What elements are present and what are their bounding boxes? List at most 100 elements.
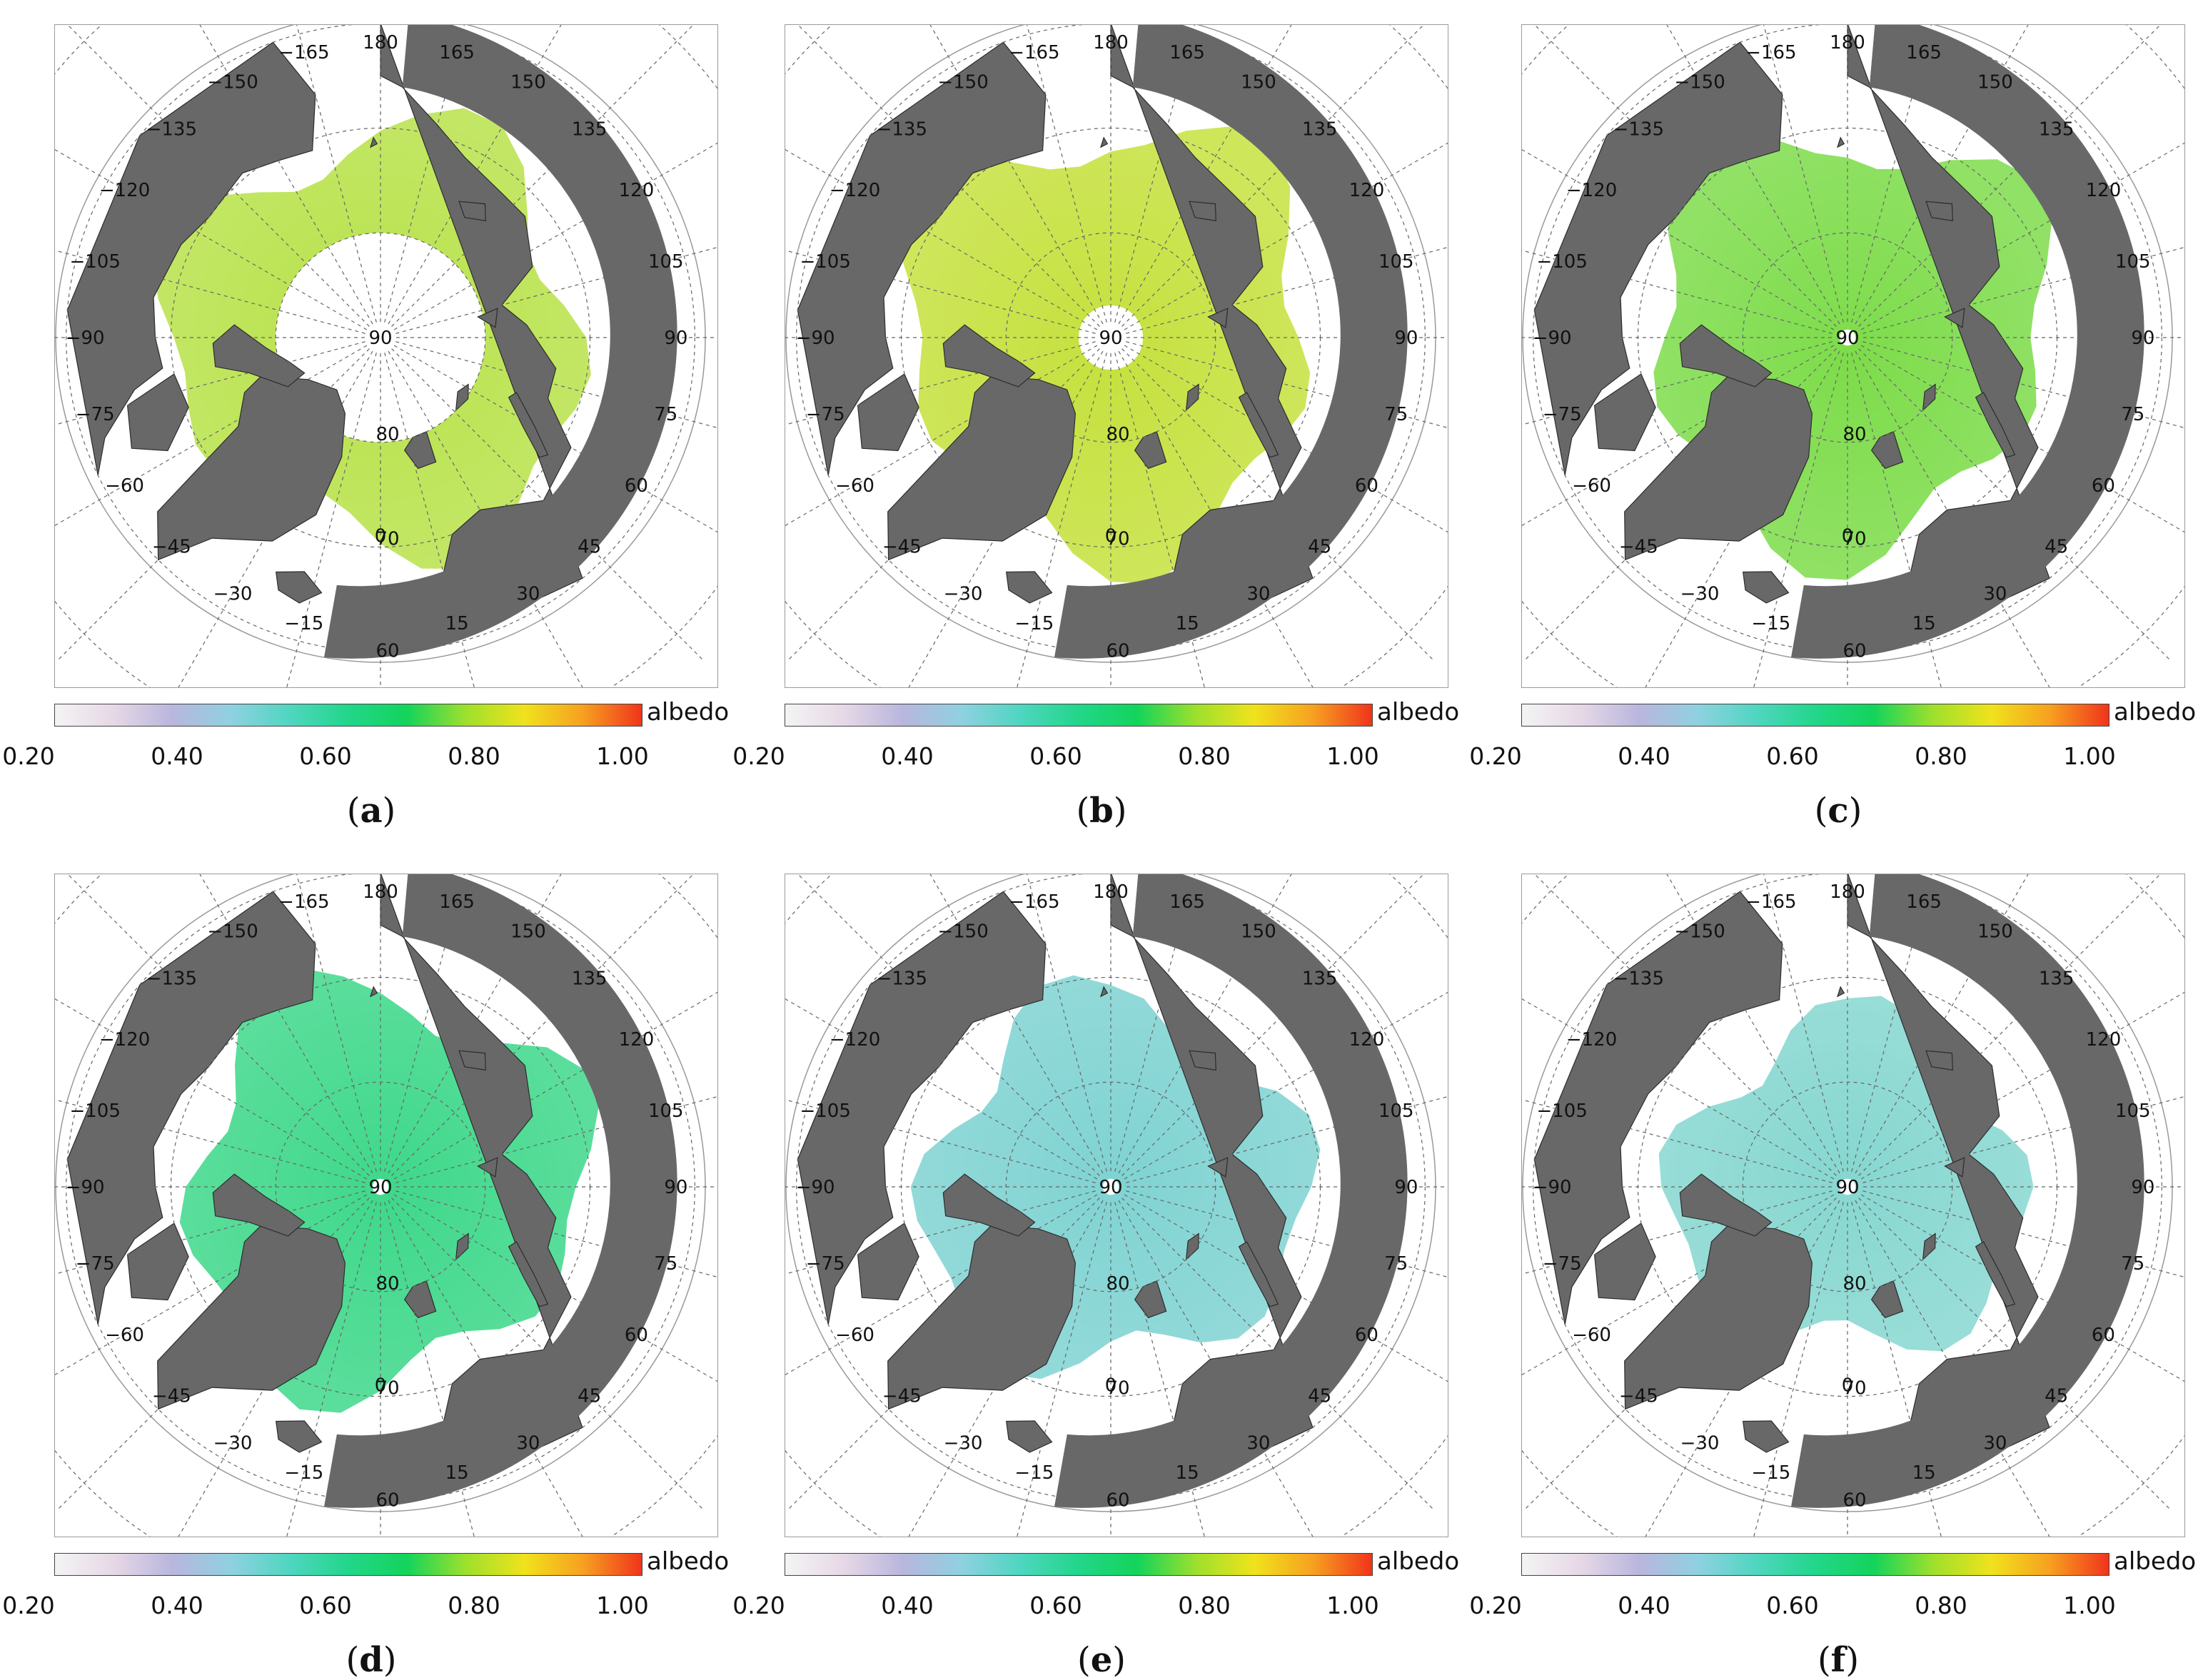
colorbar: [1521, 1553, 2109, 1576]
colorbar: [54, 1553, 642, 1576]
land-mass: [1006, 571, 1053, 604]
meridian-line: [1860, 142, 2184, 330]
meridian-line: [67, 25, 370, 327]
land-mass: [857, 1223, 919, 1301]
parallel-circle: [900, 976, 1321, 1397]
colorbar-tick-labels: 0.20 0.40 0.60 0.80 1.00: [732, 1592, 1401, 1620]
meridian-label: −105: [800, 1100, 850, 1122]
parallel-circle: [1742, 232, 1953, 443]
land-mass: [1624, 1225, 1813, 1410]
meridian-label: 15: [445, 613, 469, 634]
meridian-line: [1114, 874, 1195, 1172]
meridian-label: −15: [284, 613, 323, 634]
meridian-label: 0: [1842, 525, 1854, 547]
parallel-label: 70: [375, 529, 399, 550]
meridian-line: [1860, 1194, 2184, 1382]
land-mass: [380, 874, 583, 1497]
land-mass: [1238, 1241, 1279, 1307]
meridian-line: [199, 874, 373, 1174]
meridian-label: 150: [1241, 72, 1276, 93]
parallel-label: 60: [375, 1489, 399, 1511]
panel-letter-text: d: [359, 1640, 383, 1680]
meridian-line: [1858, 1198, 2169, 1509]
meridian-label: 135: [2039, 968, 2075, 989]
meridian-label: 90: [2131, 328, 2154, 349]
meridian-label: 165: [1169, 891, 1205, 913]
colorbar-tick: 0.60: [1766, 1592, 1819, 1619]
meridian-label: 15: [1176, 1462, 1199, 1484]
meridian-line: [785, 1099, 1096, 1183]
meridian-line: [384, 1202, 475, 1537]
meridian-line: [1027, 25, 1107, 323]
meridian-label: −120: [830, 180, 880, 201]
meridian-label: 150: [510, 72, 546, 93]
colorbar-tick: 1.00: [1326, 1592, 1379, 1619]
land-mass: [1185, 1233, 1199, 1261]
meridian-line: [55, 149, 368, 330]
meridian-line: [393, 991, 717, 1180]
meridian-line: [1124, 1194, 1448, 1382]
meridian-label: 135: [2039, 118, 2075, 140]
eurasia-land: [1054, 25, 1408, 659]
land-mass: [458, 201, 486, 222]
parallel-label: 70: [1842, 1378, 1866, 1400]
meridian-label: −165: [1745, 42, 1796, 64]
land-mass: [508, 1241, 549, 1307]
pole-hole-no-data: [1078, 305, 1144, 370]
meridian-line: [393, 345, 717, 533]
land-mass: [455, 383, 469, 412]
parallel-label: 60: [1842, 1489, 1866, 1511]
meridian-line: [393, 142, 717, 330]
meridian-label: −15: [1751, 1462, 1790, 1484]
meridian-label: 30: [1983, 583, 2007, 604]
meridian-line: [1666, 874, 1840, 1174]
meridian-label: 30: [1246, 1432, 1270, 1454]
polar-map: 180 165 150 135 120 105 90 75 60 45 30 15 0 −15 −30 −45…: [54, 24, 718, 688]
meridian-label: −135: [1613, 118, 1664, 140]
meridian-label: −75: [806, 1253, 845, 1275]
meridian-label: −60: [105, 1325, 144, 1346]
meridian-line: [395, 1190, 717, 1278]
land-mass: [1207, 1157, 1229, 1178]
land-mass: [1944, 1157, 1965, 1178]
meridian-label: 75: [654, 404, 677, 425]
panel-letter-text: c: [1828, 791, 1849, 831]
meridian-line: [1017, 353, 1107, 687]
meridian-line: [908, 1200, 1104, 1537]
meridian-label: 60: [625, 475, 648, 497]
colorbar-tick: 0.20: [2, 742, 55, 770]
meridian-line: [1121, 874, 1424, 1176]
land-mass: [66, 891, 316, 1325]
meridian-line: [1753, 1202, 1844, 1537]
polar-map: 180 165 150 135 120 105 90 75 60 45 30 15 0 −15 −30 −45…: [1521, 24, 2185, 688]
meridian-line: [55, 250, 366, 334]
meridian-label: 105: [648, 251, 684, 273]
meridian-line: [388, 874, 562, 1174]
meridian-label: 120: [2086, 180, 2122, 201]
meridian-label: −15: [1014, 613, 1054, 634]
meridian-label: 30: [516, 1432, 540, 1454]
meridian-label: 75: [1384, 404, 1408, 425]
meridian-line: [1763, 25, 1844, 323]
meridian-label: 180: [1830, 32, 1865, 54]
meridian-label: −120: [99, 1029, 150, 1051]
meridian-line: [388, 1200, 583, 1537]
colorbar-tick: 0.40: [1618, 1592, 1670, 1619]
meridian-line: [785, 341, 1096, 425]
eurasia-land: [1054, 874, 1408, 1508]
meridian-label: 15: [1912, 613, 1936, 634]
colorbar-tick: 0.60: [1029, 742, 1082, 770]
meridian-line: [395, 1095, 717, 1183]
parallel-circle: [66, 874, 695, 1502]
land-mass: [1533, 41, 1783, 476]
meridian-label: 135: [572, 118, 608, 140]
colorbar: [785, 704, 1373, 727]
parallel-circle: [170, 127, 591, 548]
meridian-label: −45: [882, 1386, 922, 1407]
meridian-label: −165: [1745, 891, 1796, 913]
meridian-line: [1126, 1190, 1448, 1278]
meridian-label: −30: [944, 583, 983, 604]
land-mass: [1134, 431, 1167, 470]
parallel-label: 90: [368, 328, 392, 349]
land-mass: [1189, 201, 1216, 222]
